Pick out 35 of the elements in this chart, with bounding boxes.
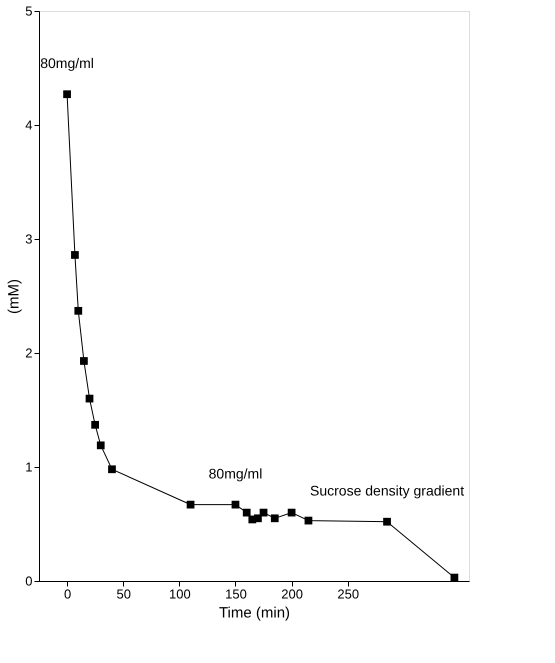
x-tick-label: 150 [225,586,247,602]
x-tick-label: 250 [337,586,360,602]
point [450,574,458,582]
x-tick-label: 0 [64,586,72,602]
annotation: 80mg/ml [40,55,94,72]
y-tick-label: 5 [25,4,32,18]
y-tick-label: 1 [25,460,32,474]
annotation: Sucrose density gradient [310,482,464,499]
point [74,306,82,315]
x-tick-label: 200 [281,586,303,602]
y-tick-label: 0 [25,574,32,588]
annotation: 80mg/ml [208,466,262,482]
y-axis-title: (mM) [5,279,22,314]
point [260,508,268,516]
x-axis-title: Time (min) [218,604,290,622]
y-tick-label: 3 [25,232,32,246]
point [383,518,391,526]
point [86,394,94,402]
point [304,516,312,524]
point [288,508,296,516]
point [232,500,240,508]
point [71,251,79,259]
point [91,420,100,429]
point [254,514,262,522]
point [270,514,279,522]
point [186,500,194,508]
y-tick-label: 2 [25,346,32,360]
point [63,90,71,98]
x-tick-label: 50 [116,586,131,602]
point [108,465,116,474]
x-tick-label: 100 [168,586,191,602]
point [96,441,105,450]
point [80,357,88,365]
y-tick-label: 4 [25,118,32,132]
point [242,508,251,516]
